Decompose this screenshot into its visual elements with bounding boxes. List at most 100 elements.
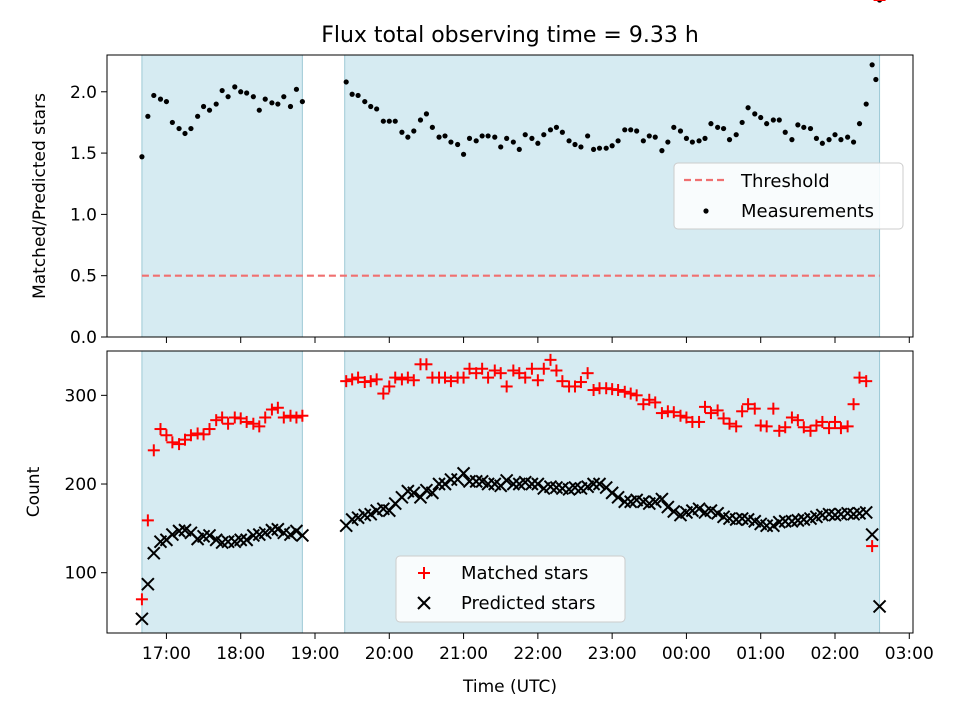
measurement-point [776, 117, 782, 123]
matched-star-point [736, 405, 749, 418]
matched-star-point [544, 353, 557, 366]
matched-star-point [271, 401, 284, 414]
measurement-point [448, 139, 454, 145]
matched-star-point [674, 409, 687, 422]
predicted-star-stroke-b [147, 546, 161, 560]
predicted-star-stroke-b [419, 483, 434, 497]
predicted-star-stroke-b [376, 502, 391, 516]
predicted-star-stroke-b [178, 523, 192, 537]
measurement-point [819, 140, 825, 146]
measurement-point [764, 121, 770, 127]
measurement-point [646, 133, 652, 139]
predicted-star-stroke-b [840, 506, 855, 520]
predicted-star-point [766, 518, 781, 533]
predicted-star-stroke-b [295, 528, 310, 543]
predicted-star-point [692, 502, 706, 516]
matched-star-point [184, 429, 197, 442]
measurement-point [801, 124, 807, 130]
matched-star-point [222, 417, 235, 430]
matched-star-point [290, 411, 303, 424]
predicted-star-point [456, 466, 471, 481]
measurement-point [293, 86, 300, 92]
predicted-star-stroke-b [277, 526, 291, 540]
predicted-legend-swatch [417, 596, 431, 610]
matched-star-point [760, 420, 773, 433]
predicted-star-stroke-b [438, 477, 452, 491]
predicted-star-stroke-b [283, 527, 298, 542]
measurement-point [838, 137, 844, 143]
measurement-point [603, 145, 609, 151]
measurement-point [200, 103, 207, 110]
matched-star-point [395, 373, 408, 386]
measurement-point [529, 135, 535, 141]
matched-star-point [643, 393, 656, 406]
predicted-star-point [506, 477, 521, 491]
matched-star-point [804, 424, 817, 437]
bottom-plot-frame [106, 350, 914, 634]
measurement-point [355, 92, 361, 99]
measurement-point [380, 118, 386, 124]
predicted-star-stroke-b [525, 477, 539, 491]
measurement-point [739, 119, 745, 126]
top-legend: Threshold Measurements [673, 162, 904, 230]
matched-star-point [482, 371, 495, 384]
matched-star-point [587, 384, 600, 397]
measurement-point [374, 106, 380, 112]
predicted-star-stroke-b [475, 474, 489, 489]
predicted-star-point [432, 477, 446, 491]
predicted-star-stroke-b [407, 486, 421, 500]
measurement-point [733, 132, 739, 138]
measurement-point [479, 133, 485, 139]
matched-star-point [488, 364, 501, 377]
matched-star-point [147, 444, 160, 457]
measurement-point [151, 92, 157, 99]
top-y-tick-label-4: 2.0 [70, 83, 97, 103]
matched-star-point [203, 423, 216, 436]
measurement-point [392, 118, 398, 124]
measurement-point [206, 107, 213, 113]
predicted-star-point [141, 577, 155, 591]
measurement-point [455, 141, 461, 148]
bottom-y-tick-label-0: 100 [65, 564, 97, 584]
predicted-star-stroke-b [592, 477, 607, 491]
measurement-point [559, 129, 565, 135]
measurement-point [813, 135, 820, 141]
measurement-point [770, 117, 776, 123]
matched-star-point [166, 436, 179, 449]
matched-star-point [847, 398, 860, 411]
matched-star-point [829, 415, 841, 428]
matched-star-point [574, 376, 587, 389]
measurement-point [745, 105, 751, 111]
measurement-point [219, 87, 225, 94]
predicted-star-point [407, 486, 421, 500]
matched-star-point [141, 514, 154, 527]
predicted-star-stroke-b [184, 526, 198, 540]
measurement-point [634, 128, 640, 134]
matched-star-point [383, 380, 396, 393]
bottom-x-tick-label-5: 22:00 [513, 644, 562, 664]
measurement-point [615, 138, 621, 144]
predicted-star-stroke-b [655, 492, 669, 506]
matched-star-point [519, 371, 532, 384]
predicted-star-point [283, 527, 298, 542]
bottom-x-tick-label-7: 00:00 [662, 644, 711, 664]
top-y-axis-label: Matched/Predicted stars [30, 93, 50, 299]
matched-star-point [463, 362, 476, 375]
predicted-star-stroke-b [865, 527, 879, 542]
predicted-star-point [239, 533, 254, 547]
measurement-point [677, 128, 684, 134]
matched-star-point [693, 415, 706, 428]
measurement-point [504, 135, 510, 141]
bottom-y-tick-label-2: 300 [65, 386, 97, 406]
measurement-point [182, 130, 188, 137]
top-plot-frame [106, 54, 914, 338]
measurement-point [466, 135, 473, 141]
measurement-point [423, 111, 430, 117]
predicted-star-stroke-b [209, 533, 223, 547]
measurement-point [442, 133, 448, 139]
predicted-star-stroke-b [549, 480, 564, 495]
predicted-star-stroke-b [401, 484, 415, 498]
predicted-star-stroke-b [568, 480, 582, 495]
